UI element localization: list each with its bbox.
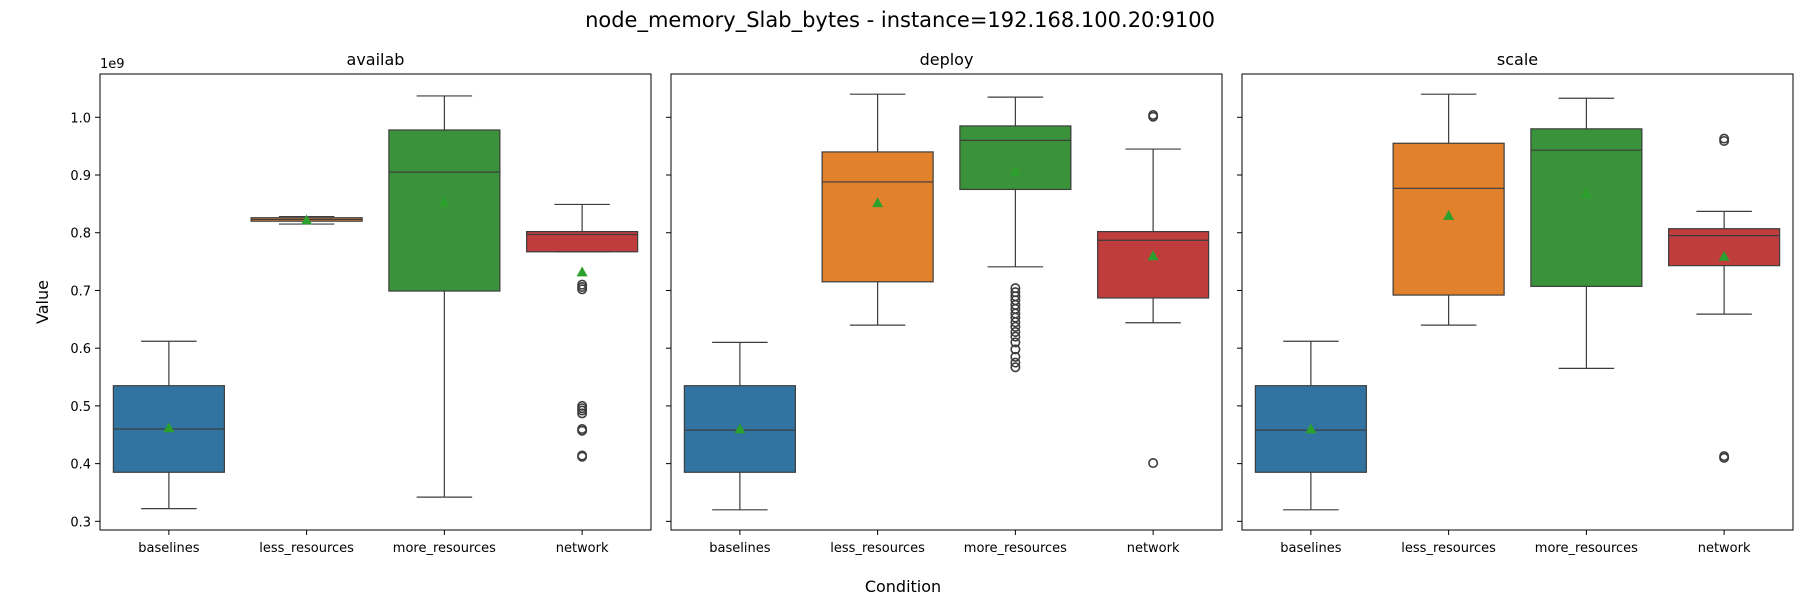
box-body: [526, 230, 639, 253]
mean-marker: [163, 422, 175, 433]
x-tick-label: less_resources: [259, 541, 354, 556]
y-axis-label: Value: [33, 280, 52, 324]
x-tick-label: less_resources: [830, 541, 925, 556]
panel-frame: [1241, 73, 1794, 531]
x-tick-label: baselines: [709, 541, 770, 556]
box-less_resources: [821, 93, 934, 326]
mean-marker: [734, 423, 746, 434]
y-offset-text: 1e9: [100, 57, 125, 72]
flier-point: [577, 423, 588, 434]
y-tick-label: 0.8: [70, 227, 91, 242]
y-tick-label: 0.9: [70, 169, 91, 184]
mean-marker: [1718, 250, 1730, 261]
x-tick-label: more_resources: [964, 541, 1067, 556]
panel-frame: [670, 73, 1223, 531]
y-tick-label: 0.6: [70, 342, 91, 357]
box-body: [959, 125, 1072, 191]
x-tick-label: baselines: [1280, 541, 1341, 556]
flier-point: [1010, 344, 1021, 355]
mean-marker: [576, 266, 588, 277]
flier-point: [1010, 327, 1021, 338]
mean-marker: [1443, 209, 1455, 220]
mean-marker: [1580, 187, 1592, 198]
flier-point: [577, 450, 588, 461]
box-body: [821, 151, 934, 283]
box-baselines: [112, 340, 225, 510]
mean-marker: [301, 214, 313, 225]
mean-marker: [1147, 250, 1159, 261]
flier-point: [577, 279, 588, 290]
flier-point: [1148, 458, 1159, 469]
box-network: [1097, 109, 1210, 469]
x-tick-label: less_resources: [1401, 541, 1496, 556]
flier-point: [1010, 351, 1021, 362]
box-baselines: [683, 341, 796, 511]
mean-marker: [1009, 165, 1021, 176]
y-tick-label: 1.0: [70, 111, 91, 126]
flier-point: [1010, 287, 1021, 298]
mean-marker: [872, 197, 884, 208]
panel-frame: [99, 73, 652, 531]
box-baselines: [1254, 340, 1367, 511]
box-body: [1668, 228, 1781, 267]
panels: availab 0.3 0.4 0.5 0.6 0.7 0.8 0.9 1.0 baselines…: [70, 50, 1794, 556]
flier-point: [1010, 283, 1021, 294]
y-tick-label: 0.5: [70, 400, 91, 415]
flier-point: [1010, 357, 1021, 368]
x-axis-label: Condition: [865, 577, 941, 596]
box-less_resources: [250, 214, 363, 225]
flier-point: [1010, 321, 1021, 332]
x-tick-label: more_resources: [1535, 541, 1638, 556]
mean-marker: [1305, 423, 1317, 434]
box-body: [1530, 128, 1643, 288]
x-tick-label: network: [1698, 541, 1751, 556]
figure-title: node_memory_Slab_bytes - instance=192.16…: [585, 8, 1215, 33]
y-tick-label: 0.7: [70, 284, 91, 299]
panel-scale: scale baselines less_resources more_resourc…: [1237, 50, 1794, 556]
box-more_resources: [1530, 97, 1643, 369]
flier-point: [577, 408, 588, 419]
flier-point: [577, 400, 588, 411]
flier-point: [1010, 337, 1021, 348]
flier-point: [1010, 362, 1021, 373]
flier-point: [1719, 451, 1730, 462]
y-tick-label: 0.3: [70, 515, 91, 530]
box-network: [526, 203, 639, 462]
y-tick-label: 0.4: [70, 458, 91, 473]
box-body: [388, 129, 501, 292]
mean-marker: [438, 196, 450, 207]
subplot-title: availab: [347, 50, 405, 69]
x-tick-label: network: [1127, 541, 1180, 556]
subplot-title: scale: [1497, 50, 1538, 69]
x-tick-label: baselines: [138, 541, 199, 556]
box-network: [1668, 133, 1781, 463]
box-more_resources: [959, 96, 1072, 373]
panel-deploy: deploy baselines less_resources more_resour…: [666, 50, 1223, 556]
panel-availab: availab 0.3 0.4 0.5 0.6 0.7 0.8 0.9 1.0 baselines…: [70, 50, 652, 556]
flier-point: [1148, 109, 1159, 120]
box-less_resources: [1392, 93, 1505, 326]
x-tick-label: network: [556, 541, 609, 556]
x-tick-label: more_resources: [393, 541, 496, 556]
box-body: [1097, 230, 1210, 299]
subplot-title: deploy: [920, 50, 974, 69]
flier-point: [1010, 331, 1021, 342]
box-more_resources: [388, 95, 501, 498]
flier-point: [1719, 133, 1730, 144]
